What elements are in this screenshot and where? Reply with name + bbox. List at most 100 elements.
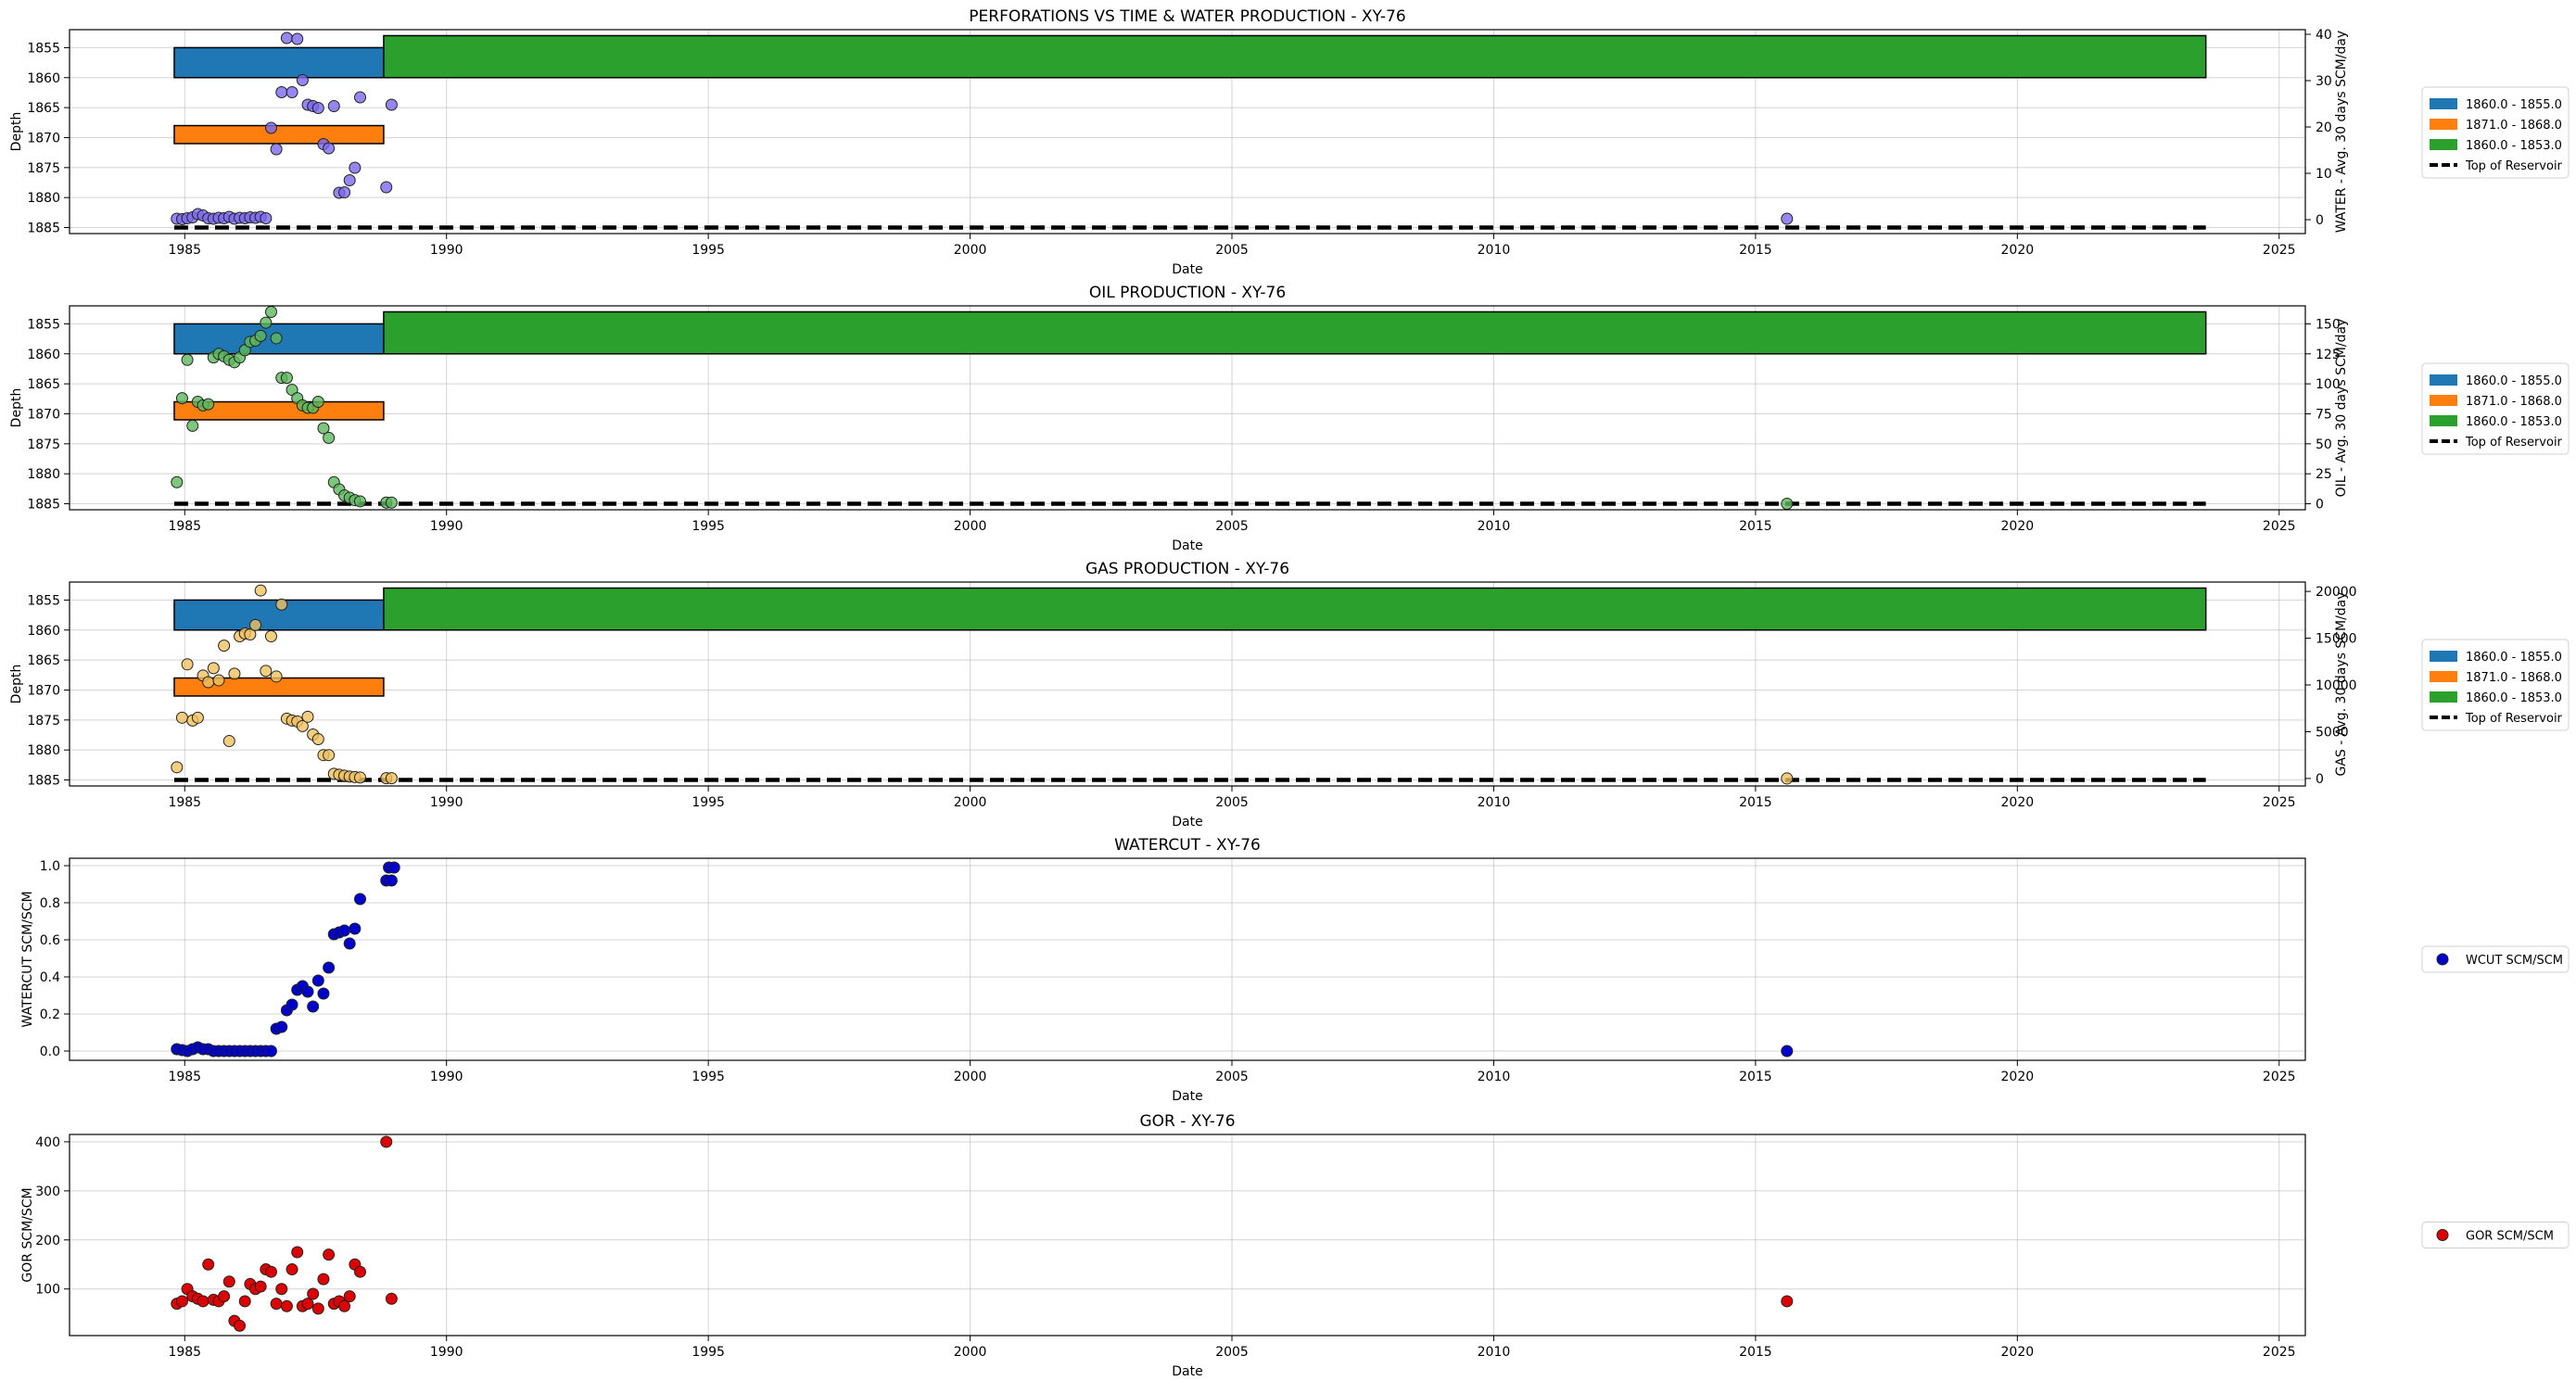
y2-tick-label: 150: [2316, 317, 2341, 332]
data-point: [296, 719, 309, 732]
data-point: [323, 961, 336, 974]
x-tick-label: 2025: [2263, 519, 2296, 534]
chart-panel-3: 1985 1990 1995 2000 2005 2010 2015 2020 2025 1855…: [9, 560, 2570, 830]
x-tick-label: 2010: [1478, 1070, 1511, 1084]
data-point: [291, 32, 304, 45]
data-point: [270, 143, 283, 156]
data-point: [1781, 498, 1794, 511]
data-point: [175, 1295, 188, 1308]
y2-tick-label: 10: [2316, 167, 2332, 182]
x-tick-label: 1995: [692, 1345, 725, 1360]
y-tick-label: 1880: [27, 467, 60, 482]
y2-tick-label: 125: [2316, 348, 2341, 362]
perforation-bar: [173, 400, 385, 421]
data-point: [323, 749, 336, 762]
data-point: [338, 1299, 351, 1312]
legend-marker: [2436, 953, 2449, 966]
data-point: [228, 667, 241, 680]
perforation-bar: [173, 124, 385, 145]
x-tick-label: 2010: [1478, 243, 1511, 258]
y2-tick-label: 75: [2316, 407, 2332, 422]
legend-box: [2421, 639, 2570, 731]
data-point: [327, 100, 340, 112]
y2-tick-label: 0: [2316, 498, 2324, 513]
x-tick-label: 2005: [1215, 1070, 1249, 1084]
data-point: [380, 181, 393, 194]
data-point: [186, 419, 199, 432]
x-axis-label: Date: [1172, 815, 1202, 830]
x-tick-label: 2025: [2263, 1345, 2296, 1360]
data-point: [254, 584, 267, 597]
y2-tick-label: 30: [2316, 74, 2332, 89]
x-tick-label: 2020: [2001, 243, 2035, 258]
data-point: [307, 1000, 320, 1013]
y-axis-label: Depth: [9, 388, 24, 428]
legend: GOR SCM/SCM: [2421, 1222, 2570, 1248]
data-point: [280, 372, 293, 385]
x-tick-label: 1990: [430, 1070, 463, 1084]
legend: 1860.0 - 1855.0 1871.0 - 1868.0 1860.0 - 1…: [2421, 86, 2570, 179]
data-point: [181, 353, 194, 366]
data-point: [264, 1045, 277, 1058]
y-tick-label: 1860: [27, 624, 60, 639]
data-point: [323, 142, 336, 155]
x-axis-label: Date: [1172, 262, 1202, 277]
data-point: [323, 1248, 336, 1261]
y2-axis-label: OIL - Avg. 30 days SCM/day: [2334, 319, 2349, 498]
legend-box: [2421, 945, 2570, 973]
legend: 1860.0 - 1855.0 1871.0 - 1868.0 1860.0 - 1…: [2421, 362, 2570, 455]
data-point: [280, 32, 293, 44]
chart-panel-1: 1985 1990 1995 2000 2005 2010 2015 2020 20251855…: [9, 7, 2570, 277]
y-tick-label: 1880: [27, 743, 60, 758]
data-point: [260, 212, 273, 224]
x-axis-label: Date: [1172, 1089, 1202, 1104]
y2-axis-label: GAS - Avg. 30 days SCM/day: [2334, 591, 2349, 776]
y-tick-label: 1885: [27, 498, 60, 513]
x-tick-label: 2020: [2001, 1070, 2035, 1084]
data-point: [385, 98, 398, 111]
data-point: [264, 1265, 277, 1278]
data-point: [338, 924, 351, 937]
data-point: [349, 922, 362, 935]
data-point: [171, 475, 184, 488]
data-point: [275, 86, 288, 98]
x-tick-label: 2000: [954, 1345, 987, 1360]
data-point: [1781, 212, 1794, 225]
legend: 1860.0 - 1855.0 1871.0 - 1868.0 1860.0 - 1…: [2421, 639, 2570, 731]
data-point: [218, 1290, 231, 1303]
data-point: [387, 861, 400, 874]
data-point: [275, 1020, 288, 1033]
chart-title: WATERCUT - XY-76: [1114, 836, 1261, 855]
chart-title: OIL PRODUCTION - XY-76: [1089, 284, 1286, 302]
y-tick-label: 0.2: [40, 1007, 60, 1022]
legend-swatch: [2430, 691, 2457, 703]
legend-label: GOR SCM/SCM: [2466, 1230, 2554, 1244]
data-point: [301, 1298, 314, 1311]
legend-swatch: [2430, 415, 2457, 426]
y-tick-label: 1855: [27, 41, 60, 56]
data-point: [202, 1258, 215, 1271]
x-tick-label: 1995: [692, 519, 725, 534]
legend-label: Top of Reservoir: [2465, 712, 2563, 726]
data-point: [286, 86, 298, 98]
y2-tick-label: 20: [2316, 120, 2332, 135]
y-tick-label: 200: [35, 1234, 60, 1248]
data-point: [171, 761, 184, 774]
data-point: [296, 74, 309, 86]
data-point: [286, 998, 298, 1011]
legend-swatch: [2430, 651, 2457, 662]
y2-tick-label: 40: [2316, 28, 2332, 43]
chart-title: GOR - XY-76: [1139, 1112, 1235, 1131]
y2-tick-label: 10000: [2316, 678, 2357, 693]
chart-panel-4: 1985 1990 1995 2000 2005 2010 2015 2020 2025 0.0 0…: [20, 836, 2570, 1104]
legend-label: 1860.0 - 1855.0: [2466, 651, 2562, 665]
data-point: [317, 1273, 330, 1286]
y-tick-label: 1870: [27, 407, 60, 422]
x-tick-label: 2015: [1739, 1070, 1772, 1084]
data-point: [264, 121, 277, 134]
x-tick-label: 1990: [430, 1345, 463, 1360]
data-point: [175, 711, 188, 724]
y-tick-label: 0.4: [40, 970, 60, 985]
chart-panel-5: 1985 1990 1995 2000 2005 2010 2015 2020 2025 100 2…: [20, 1112, 2570, 1379]
